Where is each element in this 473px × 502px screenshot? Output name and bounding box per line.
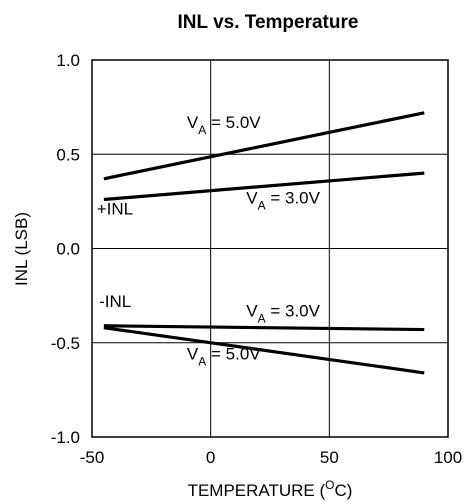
y-tick-label: -0.5 <box>51 334 80 353</box>
tick-labels: -50 0 50 100 -1.0 -0.5 0.0 0.5 1.0 <box>51 51 462 467</box>
series-line-3 <box>103 324 425 332</box>
annotations: VA = 5.0V VA = 3.0V +INL -INL VA = 3.0V VA = … <box>97 113 321 369</box>
y-tick-label: 0.5 <box>56 145 80 164</box>
annotation-label: +INL <box>97 200 133 219</box>
x-tick-label: -50 <box>80 448 105 467</box>
x-tick-label: 0 <box>206 448 215 467</box>
annotation-label: -INL <box>99 292 131 311</box>
annotation-label: VA = 3.0V <box>246 188 320 212</box>
x-axis-label: TEMPERATURE (OC) <box>188 478 353 500</box>
series-lines <box>103 111 425 375</box>
annotation-label: VA = 5.0V <box>187 345 261 369</box>
series-line-2 <box>103 171 425 202</box>
y-tick-label: 1.0 <box>56 51 80 70</box>
series-line-1 <box>103 111 425 181</box>
annotation-label: VA = 3.0V <box>246 301 320 325</box>
x-axis-label-main: TEMPERATURE ( <box>188 481 326 500</box>
x-tick-label: 100 <box>434 448 462 467</box>
grid-lines <box>92 60 448 437</box>
plot-frame <box>91 59 449 438</box>
annotation-label: VA = 5.0V <box>187 113 261 137</box>
x-tick-label: 50 <box>320 448 339 467</box>
y-tick-label: 0.0 <box>56 240 80 259</box>
series-line-4 <box>103 326 425 375</box>
y-axis-label: INL (LSB) <box>12 212 31 286</box>
x-axis-label-tail: C) <box>334 481 352 500</box>
y-tick-label: -1.0 <box>51 428 80 447</box>
x-axis-label-unit: O <box>325 478 334 492</box>
chart-title: INL vs. Temperature <box>178 12 359 33</box>
